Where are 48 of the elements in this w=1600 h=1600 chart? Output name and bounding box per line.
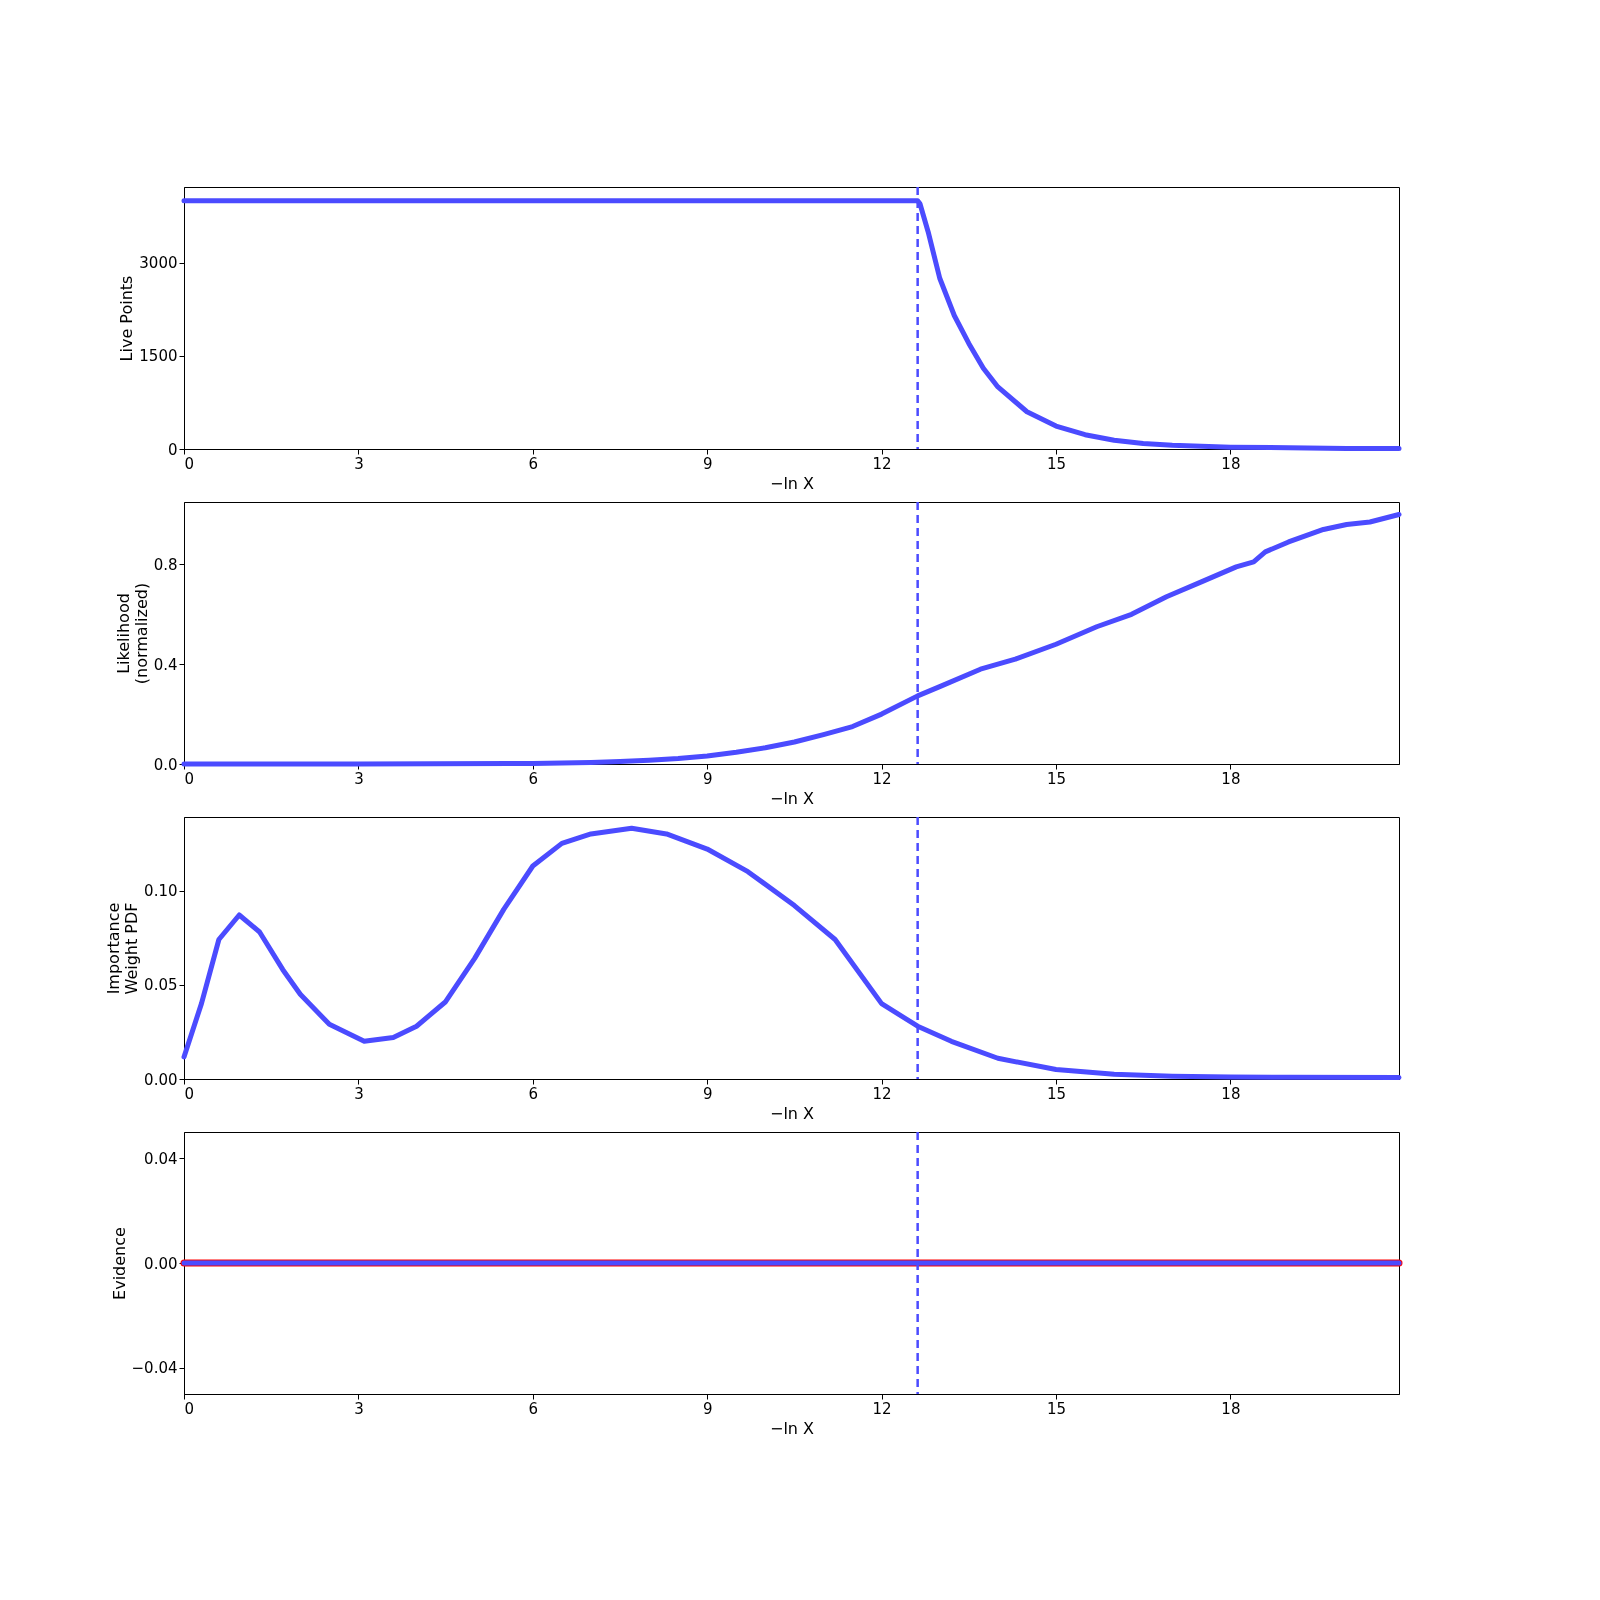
- x-tick-label: 0: [184, 1084, 195, 1103]
- x-tick-label: 9: [702, 1084, 713, 1103]
- x-tick-label: 12: [872, 1399, 892, 1418]
- y-tick-label: 3000: [139, 254, 178, 273]
- x-tick-label: 15: [1046, 1399, 1067, 1418]
- y-tick-label: 0.04: [144, 1149, 178, 1168]
- y-tick-label: 0.00: [144, 1254, 178, 1273]
- x-tick-label: 12: [872, 769, 892, 788]
- x-tick-label: 6: [528, 454, 539, 473]
- x-axis-title: −ln X: [769, 1103, 815, 1123]
- x-tick-label: 12: [872, 1084, 892, 1103]
- x-tick-label: 15: [1046, 769, 1067, 788]
- x-tick-label: 18: [1221, 1399, 1241, 1418]
- x-tick-label: 9: [702, 769, 713, 788]
- x-tick-label: 12: [872, 454, 892, 473]
- x-tick-label: 3: [354, 454, 364, 473]
- y-tick-label: 0.0: [153, 755, 178, 774]
- y-tick-label: −0.04: [131, 1359, 178, 1378]
- x-tick-label: 3: [354, 769, 364, 788]
- y-tick-label: 0.05: [144, 976, 178, 995]
- x-tick-label: 18: [1221, 769, 1241, 788]
- x-tick-label: 6: [528, 1084, 539, 1103]
- x-axis-title: −ln X: [769, 788, 815, 808]
- x-axis-title: −ln X: [769, 473, 815, 493]
- y-tick-label: 0.8: [153, 555, 178, 574]
- y-tick-label: 0.00: [144, 1070, 178, 1089]
- y-tick-label: 0.10: [144, 882, 178, 901]
- x-tick-label: 0: [184, 769, 195, 788]
- x-tick-label: 6: [528, 1399, 539, 1418]
- y-axis-title: Importance Weight PDF: [104, 902, 142, 995]
- x-tick-label: 0: [184, 1399, 195, 1418]
- x-tick-label: 18: [1221, 454, 1241, 473]
- x-tick-label: 15: [1046, 454, 1067, 473]
- y-axis-title: Likelihood (normalized): [113, 582, 151, 685]
- y-axis-title: Evidence: [109, 1227, 129, 1300]
- x-axis-title: −ln X: [769, 1418, 815, 1438]
- x-tick-label: 3: [354, 1084, 364, 1103]
- x-tick-label: 18: [1221, 1084, 1241, 1103]
- x-tick-label: 15: [1046, 1084, 1067, 1103]
- x-tick-label: 3: [354, 1399, 364, 1418]
- x-tick-label: 9: [702, 1399, 713, 1418]
- y-axis-title: Live Points: [117, 275, 137, 362]
- y-tick-label: 0.4: [153, 655, 178, 674]
- x-tick-label: 9: [702, 454, 713, 473]
- x-tick-label: 0: [184, 454, 195, 473]
- y-tick-label: 0: [167, 440, 178, 459]
- y-tick-label: 1500: [139, 347, 178, 366]
- x-tick-label: 6: [528, 769, 539, 788]
